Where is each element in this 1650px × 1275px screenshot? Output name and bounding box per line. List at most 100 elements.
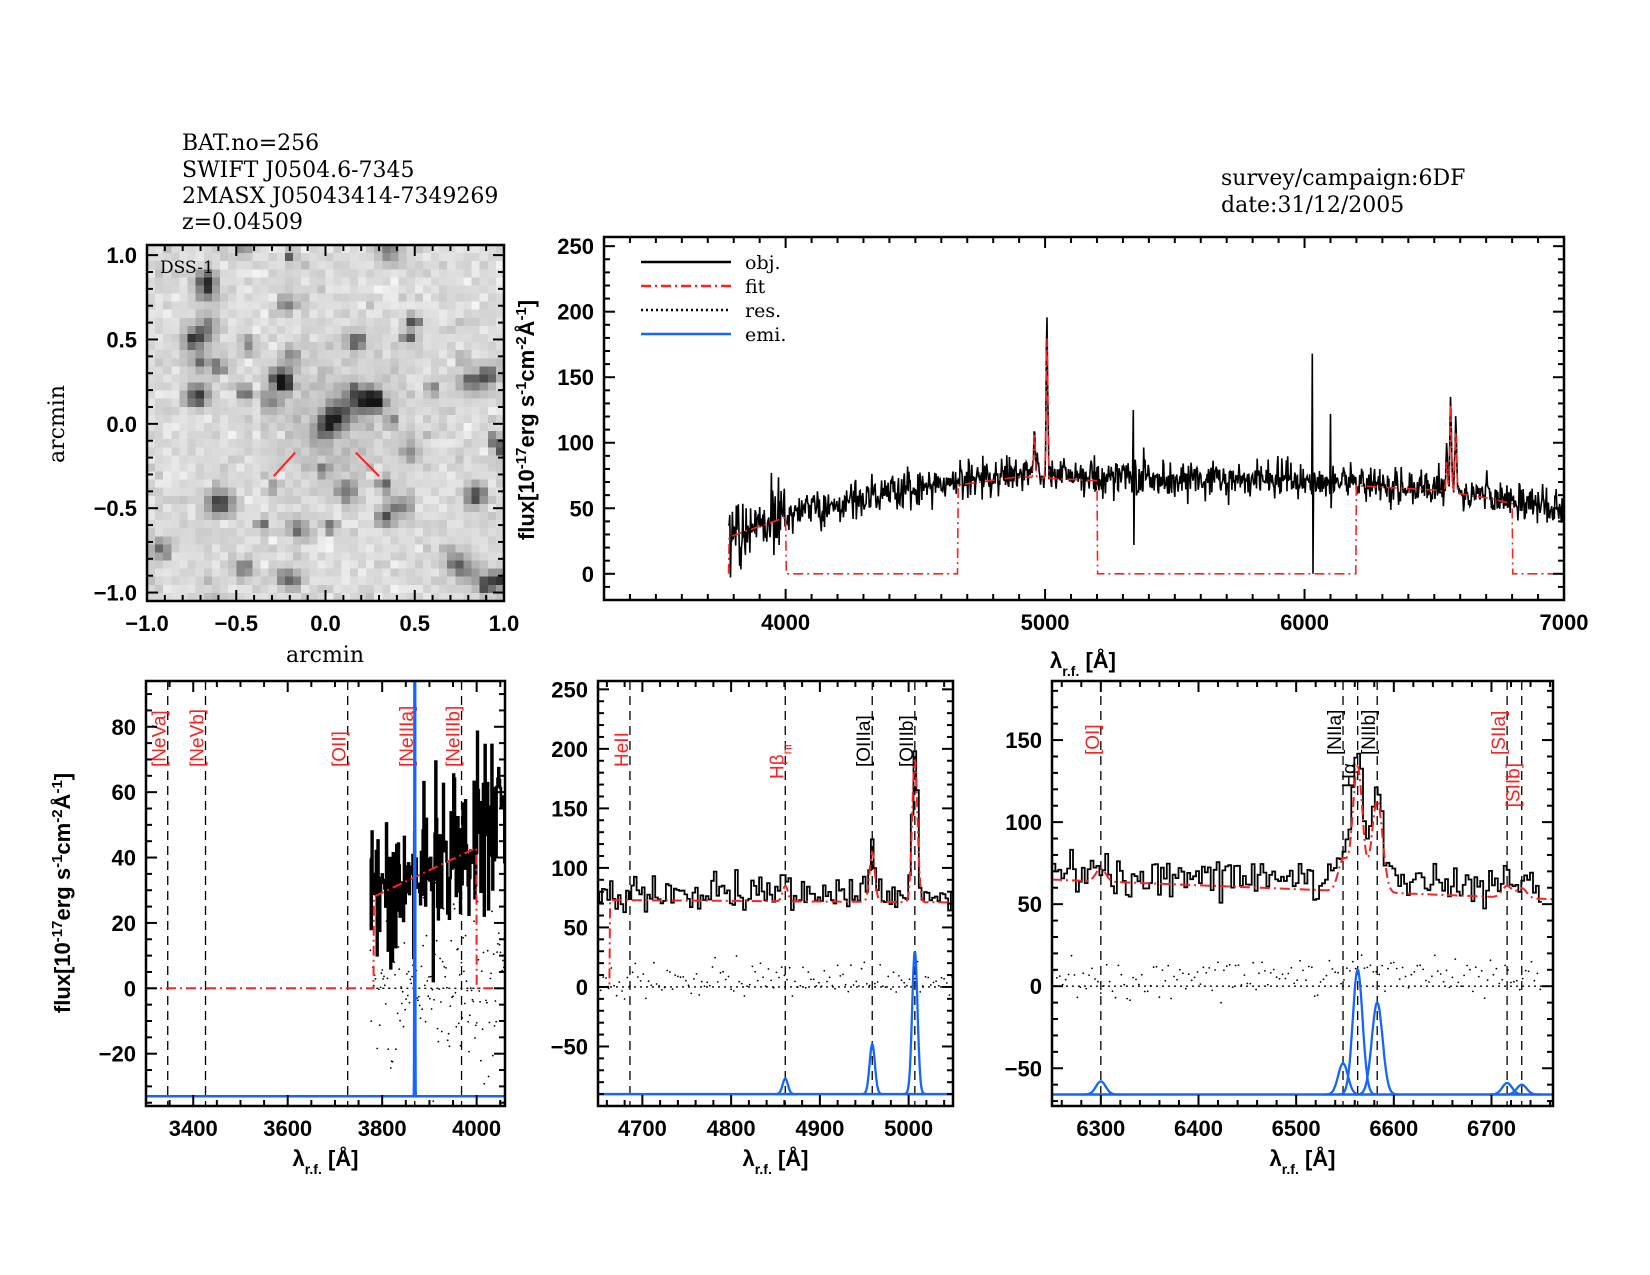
residual-point <box>491 1054 494 1057</box>
line-label: [NeIIIa] <box>397 706 418 767</box>
line-label: [OI] <box>1083 724 1104 755</box>
y-tick-label: 100 <box>557 431 594 456</box>
residual-point <box>370 1020 373 1022</box>
residual-point <box>1126 997 1129 1000</box>
residual-point <box>1179 968 1181 971</box>
residual-point <box>1431 975 1433 978</box>
residual-point <box>1513 980 1515 983</box>
residual-point <box>882 985 884 988</box>
residual-point <box>1340 982 1342 985</box>
residual-point <box>1398 978 1401 980</box>
residual-point <box>687 984 690 987</box>
residual-point <box>610 967 613 969</box>
residual-point <box>1463 974 1465 977</box>
x-axis-label: λr.f. [Å] <box>292 1145 358 1177</box>
residual-point <box>395 1048 397 1051</box>
residual-point <box>486 949 489 952</box>
residual-point <box>1299 959 1301 962</box>
label-part: r.f. <box>1282 1161 1299 1177</box>
residual-point <box>436 1027 439 1030</box>
residual-point <box>1369 964 1372 967</box>
x-tick-label: 3400 <box>169 1116 218 1141</box>
x-axis-label: λr.f. [Å] <box>742 1145 808 1177</box>
residual-point <box>1082 972 1085 975</box>
residual-point <box>1419 964 1422 967</box>
residual-point <box>924 975 927 978</box>
x-tick-label: 0.5 <box>399 611 430 636</box>
residual-point <box>1472 990 1474 993</box>
residual-point <box>441 960 444 963</box>
residual-point <box>783 974 786 977</box>
line-label-text: HeII <box>612 732 633 767</box>
residual-point <box>1105 963 1108 966</box>
observation-info: survey/campaign:6DF date:31/12/2005 <box>1221 166 1465 218</box>
residual-point <box>1111 990 1114 993</box>
emission-component <box>861 1041 883 1096</box>
residual-point <box>1290 966 1293 969</box>
residual-point <box>1234 964 1237 967</box>
residual-point <box>465 980 468 983</box>
residual-point <box>421 1008 424 1011</box>
line-label-text: [OII] <box>330 731 351 767</box>
residual-point <box>1343 979 1345 981</box>
image-survey-label: DSS-1 <box>160 258 214 278</box>
x-tick-label: 3600 <box>263 1116 312 1141</box>
line-label-text: [NeVa] <box>150 710 171 767</box>
residual-point <box>1433 954 1436 957</box>
residual-point <box>1211 989 1214 992</box>
y-tick-label: 200 <box>557 300 594 325</box>
residual-point <box>1143 990 1146 993</box>
panels: −1.0 −0.5 0.0 0.5 1.0 −1.0 −0.5 0.0 0.5 1.0 DSS-1 a… <box>45 234 1588 1177</box>
label-part: -2 <box>513 336 530 349</box>
label-part: [Å] <box>322 1145 359 1171</box>
residual-point <box>389 1067 392 1069</box>
residual-point <box>892 971 895 974</box>
line-label-text: [NIIa] <box>1325 710 1346 755</box>
line-label-text: Hβ <box>767 754 788 779</box>
residual-point <box>679 976 682 979</box>
residual-point <box>488 1021 491 1024</box>
residual-point <box>457 1022 460 1025</box>
residual-point <box>908 978 911 981</box>
line-label: HeII <box>612 732 633 767</box>
residual-point <box>818 981 820 984</box>
x-tick-label: 4900 <box>795 1116 844 1141</box>
residual-point <box>935 980 937 982</box>
label-part: r.f. <box>755 1161 772 1177</box>
residual-point <box>1140 973 1143 976</box>
x-tick-label: 0.0 <box>310 611 341 636</box>
residual-point <box>1117 964 1120 967</box>
residual-point <box>480 1059 482 1062</box>
residual-point <box>417 999 419 1002</box>
residual-point <box>1504 964 1506 967</box>
residual-point <box>1243 974 1246 976</box>
residual-point <box>786 978 788 981</box>
residual-point <box>1319 981 1322 983</box>
residual-point <box>642 973 645 975</box>
residual-point <box>489 977 492 980</box>
residual-point <box>948 994 951 996</box>
residual-point <box>1516 979 1518 982</box>
residual-point <box>1474 966 1477 969</box>
x-tick-label: −0.5 <box>215 611 258 636</box>
residual-point <box>387 1048 390 1050</box>
residual-point <box>1184 987 1187 990</box>
axes: 6300 6400 6500 6600 6700 −50 0 50 100 150 λr.f. [Å… <box>1005 679 1555 1177</box>
residual-point <box>708 984 711 987</box>
residual-point <box>1214 969 1216 971</box>
residual-point <box>369 949 372 952</box>
residual-point <box>772 986 775 989</box>
residual-point <box>842 973 844 976</box>
residual-point <box>879 964 882 966</box>
object-info: BAT.no=256 SWIFT J0504.6-7345 2MASX J050… <box>182 131 498 235</box>
residual-point <box>1334 971 1337 974</box>
residual-point <box>376 1047 379 1050</box>
residual-point <box>1404 975 1407 978</box>
y-tick-label: 250 <box>557 234 594 259</box>
y-tick-label: 0.5 <box>106 327 137 352</box>
residual-point <box>1176 978 1178 981</box>
residual-point <box>844 983 847 986</box>
residual-point <box>762 976 764 979</box>
x-axis-label: λr.f. [Å] <box>1269 1145 1335 1177</box>
residual-point <box>677 975 679 978</box>
